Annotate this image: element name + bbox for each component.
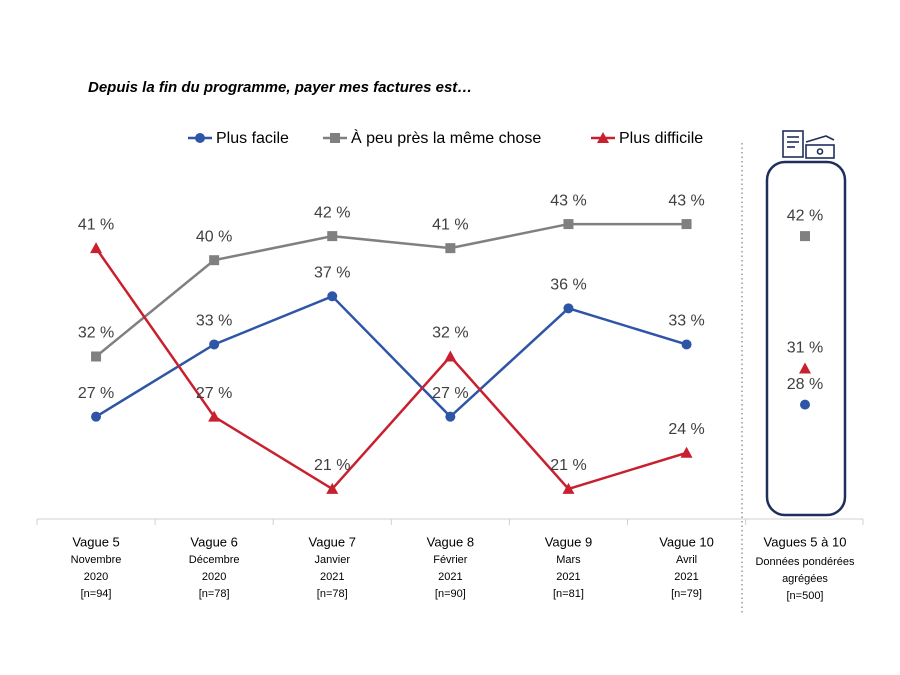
x-tick-label: Vague 10 [659, 534, 714, 549]
legend-label: À peu près la même chose [351, 128, 541, 147]
point [444, 350, 457, 362]
point [91, 351, 102, 362]
legend-marker [195, 133, 205, 143]
x-tick-label: Vague 7 [309, 534, 356, 549]
x-tick-detail: agrégées [782, 573, 828, 585]
legend-marker [330, 133, 340, 143]
point [799, 362, 811, 374]
value-label: 36 % [550, 277, 586, 294]
value-label: 37 % [314, 265, 350, 282]
value-label: 27 % [78, 385, 114, 402]
point [208, 410, 221, 422]
value-label: 43 % [668, 192, 704, 209]
value-label: 33 % [196, 313, 232, 330]
x-tick-detail: Novembre [71, 554, 122, 566]
x-tick-detail: Données pondérées [755, 556, 855, 568]
x-tick-label: Vague 8 [427, 534, 474, 549]
point [681, 219, 692, 230]
value-label: 24 % [668, 421, 704, 438]
value-label: 28 % [787, 376, 823, 393]
x-tick-detail: [n=78] [317, 588, 348, 600]
x-tick-detail: [n=79] [671, 588, 702, 600]
point [563, 303, 574, 314]
x-tick-detail: [n=94] [81, 588, 112, 600]
x-tick-detail: 2020 [84, 571, 108, 583]
x-tick-label: Vague 9 [545, 534, 592, 549]
x-tick-detail: [n=90] [435, 588, 466, 600]
bill-icon [782, 130, 835, 159]
value-label: 31 % [787, 340, 823, 357]
x-tick-label: Vagues 5 à 10 [764, 534, 847, 549]
point [800, 399, 810, 410]
x-tick-detail: 2020 [202, 571, 226, 583]
value-label: 42 % [787, 207, 823, 224]
series-line [95, 294, 687, 419]
x-tick-detail: 2021 [320, 571, 344, 583]
value-label: 32 % [432, 325, 468, 342]
point [327, 231, 338, 242]
x-tick-detail: 2021 [556, 571, 580, 583]
x-tick-detail: 2021 [438, 571, 462, 583]
point [445, 411, 456, 422]
legend-label: Plus difficile [619, 130, 703, 147]
x-tick-detail: Février [433, 554, 468, 566]
point [327, 291, 338, 302]
x-tick-detail: Avril [676, 554, 697, 566]
legend-marker [597, 132, 609, 143]
value-label: 42 % [314, 204, 350, 221]
value-label: 43 % [550, 192, 586, 209]
x-tick-detail: Décembre [189, 554, 240, 566]
point [681, 339, 692, 350]
x-tick-detail: [n=81] [553, 588, 584, 600]
value-label: 41 % [78, 216, 114, 233]
point [209, 255, 220, 266]
value-label: 27 % [432, 385, 468, 402]
point [91, 411, 102, 422]
point [209, 339, 220, 350]
value-label: 33 % [668, 313, 704, 330]
x-tick-detail: Janvier [315, 554, 351, 566]
x-tick-label: Vague 5 [72, 534, 119, 549]
point [800, 231, 810, 242]
value-label: 21 % [550, 457, 586, 474]
point [563, 219, 574, 230]
point [445, 243, 456, 254]
point [90, 242, 103, 254]
value-label: 32 % [78, 325, 114, 342]
legend-label: Plus facile [216, 130, 289, 147]
value-label: 27 % [196, 385, 232, 402]
x-tick-detail: [n=78] [199, 588, 230, 600]
x-tick-label: Vague 6 [190, 534, 237, 549]
point [326, 482, 339, 494]
point [562, 482, 575, 494]
x-tick-detail: Mars [556, 554, 581, 566]
value-label: 40 % [196, 228, 232, 245]
point [680, 446, 693, 458]
series-line [95, 222, 687, 358]
chart-title: Depuis la fin du programme, payer mes fa… [88, 79, 472, 96]
value-label: 21 % [314, 457, 350, 474]
value-label: 41 % [432, 216, 468, 233]
series-line [95, 247, 687, 491]
x-tick-detail: 2021 [674, 571, 698, 583]
aggregate-frame [765, 160, 847, 517]
x-tick-detail: [n=500] [786, 590, 823, 602]
